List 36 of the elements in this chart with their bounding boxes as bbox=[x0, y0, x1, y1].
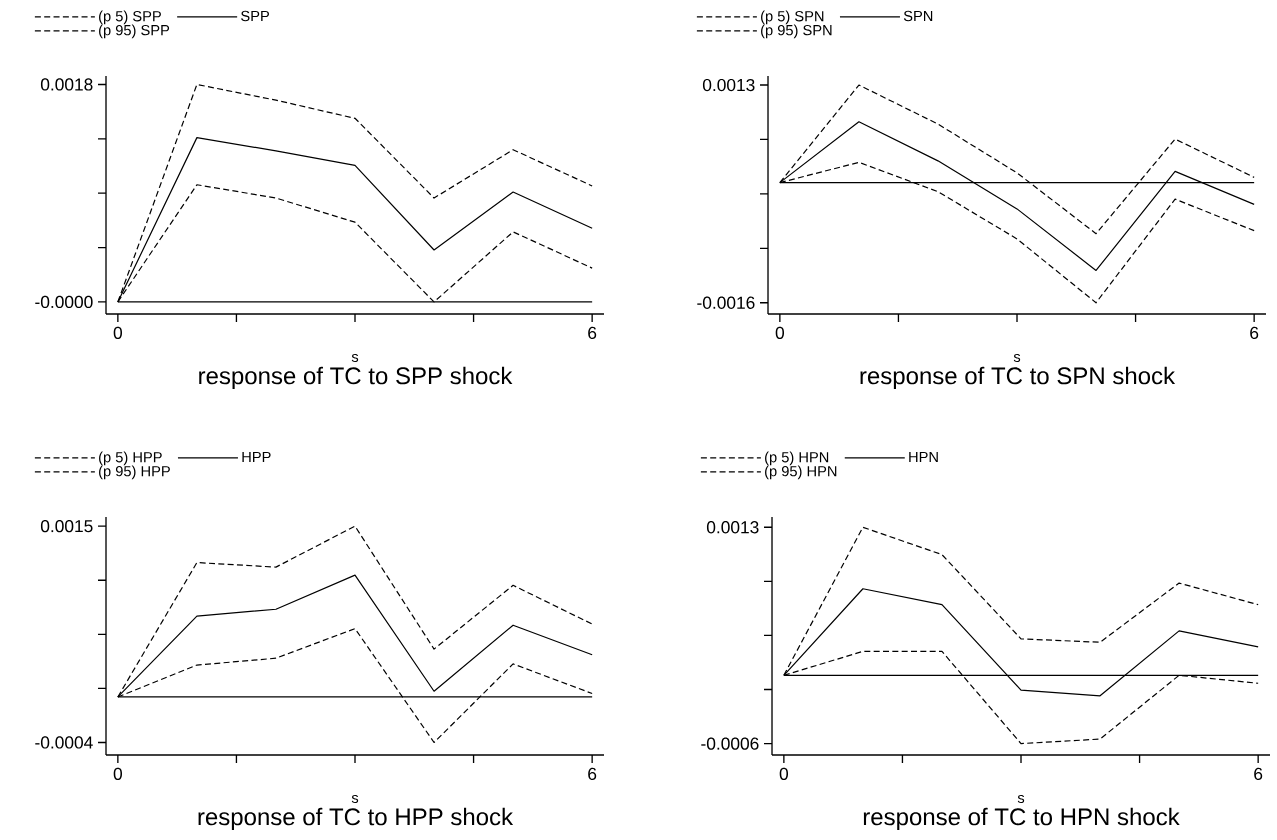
legend-label: (p 95) HPP bbox=[99, 465, 170, 480]
text: response of TC to SPP shock bbox=[199, 366, 513, 390]
x-tick-label: 6 bbox=[1254, 767, 1263, 780]
legend-label: HPP bbox=[242, 451, 271, 462]
y-tick-label: 0.0013 bbox=[706, 521, 759, 534]
legend-label: HPN bbox=[909, 451, 938, 462]
x-tick-label: 0 bbox=[775, 326, 785, 339]
legend-label: (p 95) SPN bbox=[761, 24, 832, 39]
y-tick-label: 0.0015 bbox=[40, 519, 93, 533]
legend-label: SPN bbox=[903, 10, 933, 22]
legend-label: SPP bbox=[241, 10, 269, 22]
x-axis-title: s bbox=[1013, 354, 1021, 363]
x-tick-label: 0 bbox=[113, 767, 123, 780]
y-tick-label: -0.0004 bbox=[35, 736, 93, 749]
legend-label: (p 5) SPN bbox=[761, 10, 824, 25]
x-axis-title: s bbox=[1017, 795, 1025, 804]
x-tick-label: 0 bbox=[113, 326, 123, 339]
y-tick-label: 0.0018 bbox=[40, 78, 93, 91]
x-tick-label: 6 bbox=[1250, 326, 1259, 339]
legend-label: (p 95) SPP bbox=[99, 24, 170, 39]
text: response of TC to HPN shock bbox=[863, 807, 1180, 831]
legend-label: (p 5) HPN bbox=[765, 451, 829, 466]
x-tick-label: 6 bbox=[588, 767, 597, 780]
x-axis-title: s bbox=[351, 795, 359, 804]
x-tick-label: 0 bbox=[779, 767, 789, 780]
text: response of TC to SPN shock bbox=[860, 366, 1176, 390]
legend-label: (p 95) HPN bbox=[765, 465, 837, 480]
y-tick-label: 0.0013 bbox=[702, 78, 755, 92]
y-tick-label: -0.0006 bbox=[701, 737, 759, 750]
legend-label: (p 5) SPP bbox=[99, 10, 161, 25]
legend-label: (p 5) HPP bbox=[99, 451, 162, 466]
y-tick-label: -0.0000 bbox=[35, 295, 93, 309]
x-tick-label: 6 bbox=[588, 326, 597, 339]
text: response of TC to HPP shock bbox=[198, 807, 514, 831]
x-axis-title: s bbox=[351, 354, 359, 363]
y-tick-label: -0.0016 bbox=[697, 296, 755, 309]
